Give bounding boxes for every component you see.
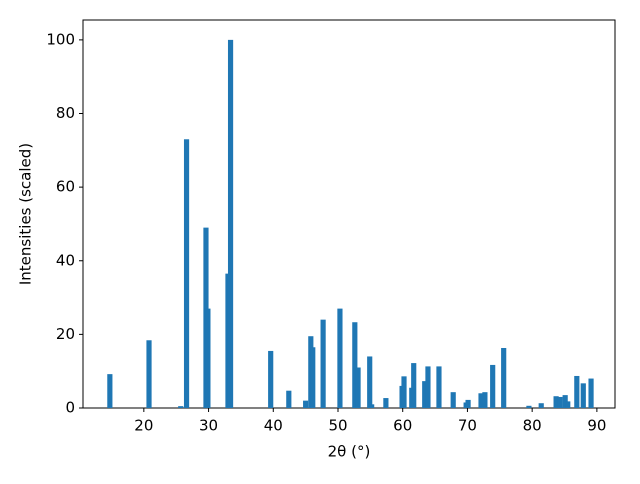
bar — [557, 396, 563, 408]
y-tick-label: 40 — [56, 251, 75, 269]
bar — [178, 406, 184, 408]
y-tick-label: 60 — [56, 178, 75, 196]
bar — [369, 404, 375, 408]
bar — [205, 308, 211, 408]
x-axis-label: 2θ (°) — [328, 443, 371, 461]
bar — [146, 340, 152, 408]
bar — [490, 364, 496, 408]
y-axis-label: Intensities (scaled) — [17, 143, 35, 285]
bar — [436, 366, 442, 408]
plot-frame — [82, 19, 616, 409]
y-tick-label: 80 — [56, 104, 75, 122]
y-tick-label: 20 — [56, 325, 75, 343]
bar — [320, 319, 326, 408]
bar — [310, 347, 316, 408]
y-tick-label: 0 — [65, 399, 75, 417]
bar — [450, 392, 456, 408]
bar — [580, 383, 586, 408]
x-tick-label: 20 — [134, 417, 153, 435]
x-tick-label: 40 — [264, 417, 283, 435]
bar — [478, 393, 484, 408]
x-tick-label: 70 — [458, 417, 477, 435]
x-tick-label: 90 — [587, 417, 606, 435]
x-tick-label: 30 — [199, 417, 218, 435]
x-tick-label: 50 — [328, 417, 347, 435]
bar — [107, 374, 113, 408]
bar — [183, 139, 190, 408]
x-tick-label: 80 — [523, 417, 542, 435]
bar — [227, 39, 234, 408]
bar — [565, 401, 571, 408]
bar — [383, 398, 389, 408]
bar — [337, 308, 343, 408]
y-tick-label: 100 — [46, 30, 75, 48]
bar — [367, 356, 373, 408]
bar — [526, 405, 532, 408]
bar — [268, 350, 274, 408]
bar — [355, 367, 361, 408]
bar — [482, 392, 488, 408]
bar — [588, 378, 594, 408]
bar — [303, 400, 309, 408]
x-tick-label: 60 — [393, 417, 412, 435]
bar — [501, 347, 507, 408]
bar — [422, 381, 428, 408]
bar — [352, 322, 358, 408]
bar — [553, 396, 559, 408]
bar — [538, 403, 544, 408]
bar — [286, 390, 292, 408]
bar — [425, 366, 431, 408]
bar — [411, 363, 417, 408]
bar — [401, 376, 407, 408]
bar — [465, 399, 471, 408]
bar — [574, 375, 580, 408]
